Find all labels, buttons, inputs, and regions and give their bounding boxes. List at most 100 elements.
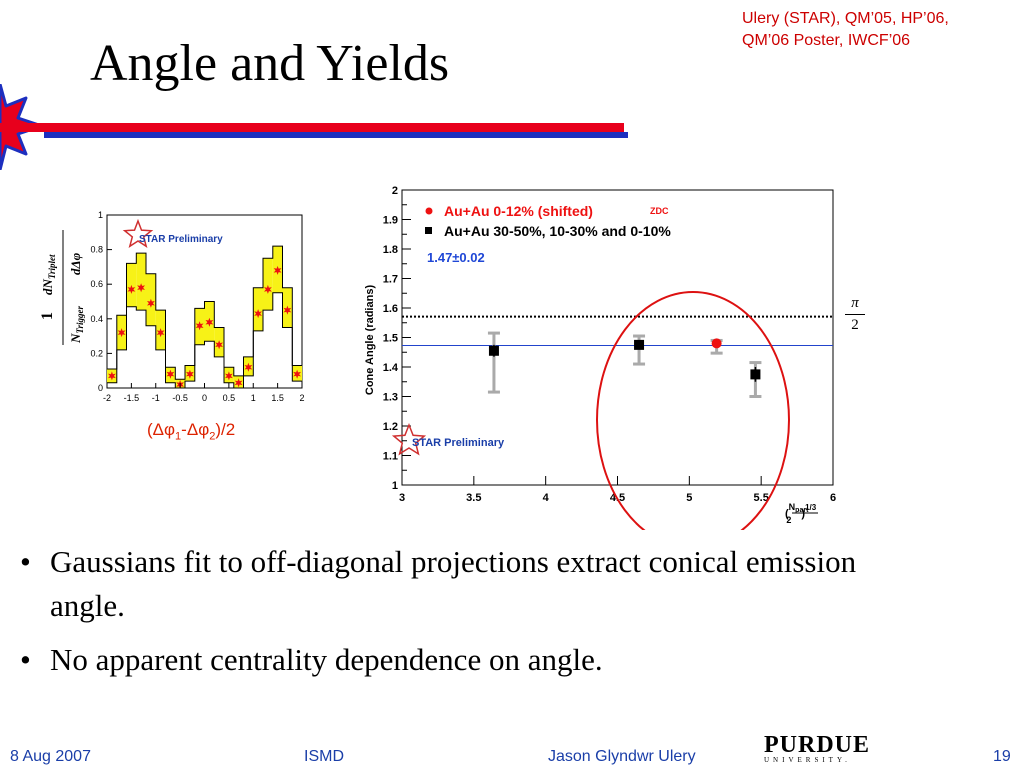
footer-conference: ISMD — [304, 748, 344, 765]
data-point-star — [244, 362, 253, 372]
data-point-star — [264, 284, 272, 294]
fit-band-upper-edge — [107, 245, 302, 380]
citation-line: Ulery (STAR), QM’05, HP’06, — [742, 10, 949, 27]
small-ylabel-num: dNTriplet — [40, 254, 57, 295]
data-point-star — [108, 371, 116, 381]
pi-over-two-label: π 2 — [842, 295, 868, 334]
fit-band-segment — [253, 287, 264, 331]
x-tick-label: 5 — [686, 492, 692, 504]
legend-marker-black-square — [425, 227, 432, 234]
data-point-star — [293, 369, 301, 379]
footer-date: 8 Aug 2007 — [10, 748, 91, 765]
y-tick-label: 1.2 — [383, 421, 398, 433]
fit-band-segment — [136, 253, 147, 311]
y-tick-label: 2 — [392, 185, 398, 197]
x-tick-label: 5.5 — [754, 492, 769, 504]
data-point-circle — [711, 338, 722, 349]
y-tick-label: 1.9 — [383, 215, 398, 227]
slide-title: Angle and Yields — [90, 35, 450, 92]
bullet-dot-icon: • — [20, 544, 31, 579]
legend-label-shifted: Au+Au 0-12% (shifted) — [444, 203, 593, 219]
x-tick-label: -1 — [152, 393, 160, 403]
fit-value-label: 1.47±0.02 — [427, 250, 485, 265]
data-point-star — [225, 371, 233, 381]
y-tick-label: 1 — [98, 210, 103, 220]
data-point-square — [750, 369, 761, 380]
star-preliminary-label: STAR Preliminary — [412, 437, 505, 449]
y-tick-label: 1.8 — [383, 244, 398, 256]
y-tick-label: 1.5 — [383, 333, 398, 345]
cone-angle-chart: 3 3.5 4 4.5 5 5.5 611.11.21.31.41.51.61.71.81.… — [364, 185, 836, 530]
y-tick-label: 0 — [98, 383, 103, 393]
data-point-square — [634, 339, 645, 350]
data-point-star — [254, 309, 262, 319]
highlight-circle — [596, 291, 790, 530]
small-ylabel-one: 1 — [39, 312, 56, 320]
bullet-item: • Gaussians fit to off-diagonal projectio… — [18, 540, 918, 628]
x-tick-label: 1.5 — [271, 393, 284, 403]
data-point-star — [195, 321, 204, 331]
bullet-list: • Gaussians fit to off-diagonal projectio… — [18, 540, 918, 692]
footer-page-number: 19 — [993, 748, 1011, 765]
citation: Ulery (STAR), QM’05, HP’06, QM’06 Poster… — [742, 8, 1017, 52]
y-tick-label: 0.8 — [90, 245, 103, 255]
star-logo-icon — [122, 218, 154, 248]
x-tick-label: 0 — [202, 393, 207, 403]
x-tick-label: 1 — [251, 393, 256, 403]
data-point-star — [186, 369, 194, 379]
star-logo-icon — [391, 422, 427, 456]
y-axis-label: Cone Angle (radians) — [364, 285, 376, 396]
small-ylabel-dphi: dΔφ — [68, 252, 83, 275]
y-tick-label: 1 — [392, 480, 398, 492]
data-point-star — [273, 265, 282, 275]
small-projection-chart: 1 NTrigger dNTriplet dΔφ -2 -1.5 -1 -0.5 0 0.… — [39, 210, 305, 403]
bullet-text: Gaussians fit to off-diagonal projection… — [50, 544, 857, 623]
title-underline-bar — [0, 123, 628, 138]
fit-band-lower-edge — [107, 292, 302, 389]
data-point-star — [137, 283, 145, 293]
data-point-star — [215, 340, 223, 350]
purdue-logo: PURDUE UNIVERSITY. — [764, 733, 870, 764]
x-tick-label: -1.5 — [124, 393, 140, 403]
data-point-star — [117, 328, 126, 338]
fit-band-segment — [263, 258, 273, 311]
data-point-star — [205, 317, 214, 327]
purdue-logo-name: PURDUE — [764, 732, 870, 758]
x-tick-label: -2 — [103, 393, 111, 403]
x-tick-label: 3.5 — [466, 492, 481, 504]
y-tick-label: 1.1 — [383, 451, 398, 463]
y-tick-label: 1.6 — [383, 303, 398, 315]
y-tick-label: 0.6 — [90, 279, 103, 289]
legend-tag-zdc: ZDC — [650, 206, 669, 216]
x-tick-label: -0.5 — [172, 393, 188, 403]
pi-label-numerator: π — [851, 295, 859, 311]
data-point-star — [156, 328, 165, 338]
small-ylabel-den: NTrigger — [68, 305, 85, 344]
x-tick-label: 6 — [830, 492, 836, 504]
y-tick-label: 0.4 — [90, 314, 103, 324]
y-tick-label: 1.4 — [383, 362, 399, 374]
purdue-logo-sub: UNIVERSITY. — [764, 756, 851, 764]
star-preliminary-label: STAR Preliminary — [139, 234, 223, 245]
x-tick-label: 3 — [399, 492, 405, 504]
data-point-star — [234, 378, 243, 388]
y-tick-label: 1.7 — [383, 274, 398, 286]
citation-line: QM’06 Poster, IWCF’06 — [742, 32, 911, 49]
main-plot-frame — [401, 189, 834, 486]
y-tick-label: 1.3 — [383, 392, 398, 404]
y-tick-label: 0.2 — [90, 348, 103, 358]
x-tick-label: 2 — [299, 393, 304, 403]
bullet-item: • No apparent centrality dependence on an… — [18, 638, 918, 682]
data-point-star — [127, 284, 136, 294]
x-tick-label: 0.5 — [223, 393, 236, 403]
small-xlabel: (Δφ1-Δφ2)/2 — [147, 420, 236, 443]
data-point-square — [488, 345, 499, 356]
legend-label-centralities: Au+Au 30-50%, 10-30% and 0-10% — [444, 223, 671, 239]
footer-author: Jason Glyndwr Ulery — [548, 748, 696, 765]
x-tick-label: 4 — [543, 492, 550, 504]
bullet-text: No apparent centrality dependence on ang… — [50, 642, 603, 677]
bullet-dot-icon: • — [20, 642, 31, 677]
data-point-star — [283, 305, 292, 315]
pi-label-fraction-bar — [845, 314, 865, 315]
legend-marker-red-circle — [425, 207, 433, 215]
